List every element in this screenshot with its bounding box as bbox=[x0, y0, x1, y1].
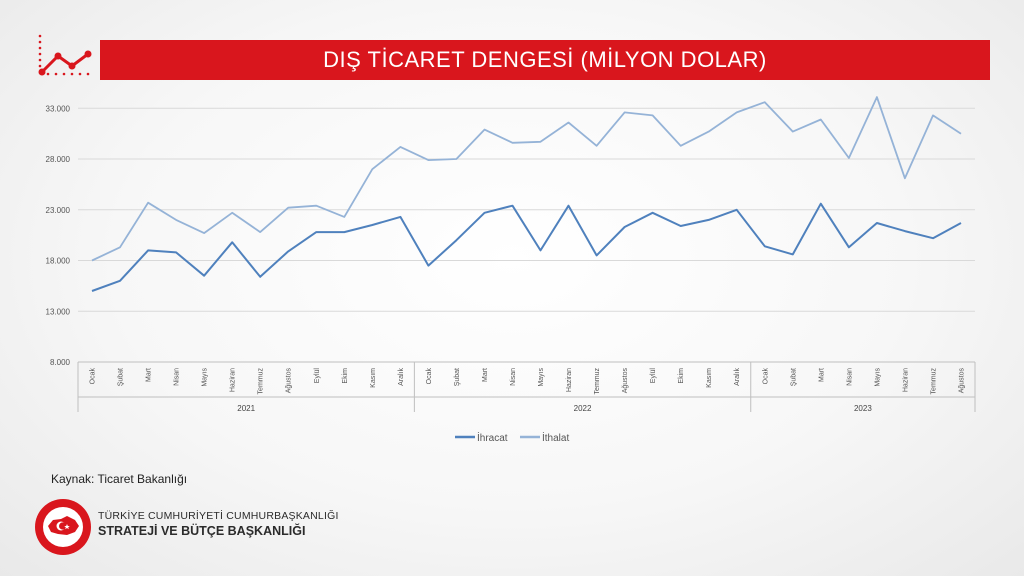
y-tick-label: 8.000 bbox=[50, 358, 71, 367]
x-tick-label: Ocak bbox=[762, 368, 769, 385]
x-tick-label: Ağustos bbox=[622, 368, 629, 394]
x-tick-label: Temmuz bbox=[258, 368, 265, 395]
legend-label: İthalat bbox=[542, 431, 569, 444]
series-line-ithalat bbox=[91, 96, 962, 262]
x-tick-label: Haziran bbox=[230, 368, 237, 392]
y-tick-label: 18.000 bbox=[46, 257, 71, 266]
series-line-ihracat bbox=[91, 202, 962, 292]
year-label: 2023 bbox=[854, 404, 872, 413]
x-tick-label: Ağustos bbox=[286, 368, 293, 394]
trend-chart-icon bbox=[38, 34, 92, 76]
x-tick-label: Ocak bbox=[426, 368, 433, 385]
institution-name: TÜRKİYE CUMHURİYETİ CUMHURBAŞKANLIĞI STR… bbox=[98, 510, 339, 538]
x-tick-label: Eylül bbox=[314, 368, 321, 384]
x-tick-label: Aralık bbox=[734, 368, 741, 386]
x-tick-label: Nisan bbox=[510, 368, 517, 386]
source-note: Kaynak: Ticaret Bakanlığı bbox=[51, 472, 188, 486]
y-tick-label: 23.000 bbox=[46, 206, 71, 215]
x-tick-label: Mart bbox=[482, 368, 489, 382]
x-tick-label: Temmuz bbox=[594, 368, 601, 395]
sbb-seal-logo bbox=[35, 499, 91, 555]
x-tick-label: Ocak bbox=[90, 368, 97, 385]
x-tick-label: Ekim bbox=[342, 368, 349, 384]
institution-line1: TÜRKİYE CUMHURİYETİ CUMHURBAŞKANLIĞI bbox=[98, 510, 339, 522]
x-tick-label: Şubat bbox=[454, 368, 461, 386]
x-tick-label: Mayıs bbox=[202, 368, 209, 387]
y-tick-label: 28.000 bbox=[46, 155, 71, 164]
x-tick-label: Haziran bbox=[566, 368, 573, 392]
x-tick-label: Kasım bbox=[706, 368, 713, 388]
x-tick-label: Mayıs bbox=[874, 368, 881, 387]
x-tick-label: Mart bbox=[818, 368, 825, 382]
x-tick-label: Eylül bbox=[650, 368, 657, 384]
x-tick-label: Ekim bbox=[678, 368, 685, 384]
title-bar: DIŞ TİCARET DENGESİ (MİLYON DOLAR) bbox=[100, 40, 990, 80]
year-label: 2021 bbox=[237, 404, 255, 413]
x-tick-label: Aralık bbox=[398, 368, 405, 386]
y-tick-label: 13.000 bbox=[46, 307, 71, 316]
y-tick-label: 33.000 bbox=[46, 104, 71, 113]
x-tick-label: Mart bbox=[146, 368, 153, 382]
x-tick-label: Ağustos bbox=[958, 368, 965, 394]
legend-label: İhracat bbox=[477, 431, 508, 444]
x-tick-label: Haziran bbox=[902, 368, 909, 392]
x-tick-label: Temmuz bbox=[930, 368, 937, 395]
x-tick-label: Mayıs bbox=[538, 368, 545, 387]
x-tick-label: Şubat bbox=[118, 368, 125, 386]
x-tick-label: Nisan bbox=[174, 368, 181, 386]
institution-line2: STRATEJİ VE BÜTÇE BAŞKANLIĞI bbox=[98, 524, 306, 538]
x-tick-label: Kasım bbox=[370, 368, 377, 388]
year-label: 2022 bbox=[574, 404, 592, 413]
x-tick-label: Şubat bbox=[790, 368, 797, 386]
x-tick-label: Nisan bbox=[846, 368, 853, 386]
page-title: DIŞ TİCARET DENGESİ (MİLYON DOLAR) bbox=[323, 47, 767, 72]
